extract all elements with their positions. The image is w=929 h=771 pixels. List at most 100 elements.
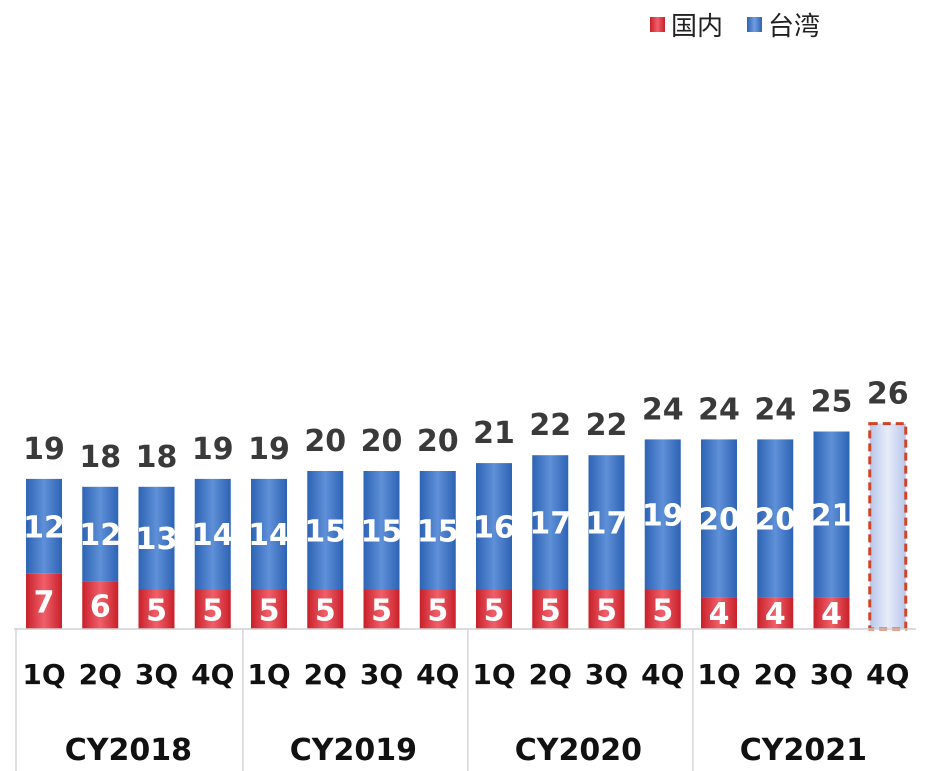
data-label-taiwan: 15	[417, 514, 459, 549]
data-label-domestic: 5	[146, 593, 167, 628]
bar-domestic	[251, 589, 287, 629]
bar-taiwan	[813, 431, 850, 598]
data-label-domestic: 5	[652, 593, 673, 628]
x-tick-label: 1Q	[472, 658, 515, 691]
x-tick-label: 1Q	[697, 658, 740, 691]
data-label-domestic: 5	[371, 593, 392, 628]
data-label-taiwan: 20	[754, 502, 796, 537]
data-label-taiwan: 16	[473, 510, 515, 545]
x-tick-label: 4Q	[416, 658, 459, 691]
data-label-total: 20	[361, 424, 403, 459]
bar-domestic	[532, 589, 569, 629]
data-label-taiwan: 14	[248, 518, 290, 553]
data-label-taiwan: 13	[136, 522, 178, 557]
data-label-total: 20	[417, 424, 459, 459]
data-label-domestic: 4	[709, 597, 730, 632]
bar-taiwan	[644, 439, 681, 590]
legend-label-domestic: 国内	[671, 12, 724, 42]
bar-taiwan	[26, 478, 62, 574]
bar-domestic	[138, 589, 175, 629]
x-tick-label: 2Q	[529, 658, 572, 691]
group-label: CY2021	[740, 733, 867, 768]
data-label-total: 20	[304, 424, 346, 459]
group-label: CY2020	[515, 733, 642, 768]
data-label-domestic: 5	[427, 593, 448, 628]
data-label-total: 22	[529, 408, 571, 443]
bar-taiwan	[138, 486, 175, 590]
legend-swatch-taiwan	[747, 17, 763, 32]
x-tick-label: 2Q	[79, 658, 122, 691]
data-label-total: 26	[867, 377, 909, 412]
data-label-taiwan: 20	[698, 502, 740, 537]
data-label-total: 24	[642, 392, 684, 427]
bar-taiwan	[419, 471, 456, 590]
data-label-taiwan: 19	[642, 498, 684, 533]
legend-label-taiwan: 台湾	[768, 12, 821, 42]
bar-domestic	[194, 589, 231, 629]
bar-forecast	[868, 422, 908, 631]
data-label-total: 18	[79, 440, 121, 475]
data-label-total: 19	[23, 432, 65, 467]
data-label-taiwan: 12	[23, 510, 65, 545]
group-label: CY2019	[290, 733, 417, 768]
x-tick-label: 1Q	[22, 658, 65, 691]
legend-item-domestic: 国内	[650, 6, 723, 43]
bar-domestic	[701, 597, 737, 629]
x-tick-label: 1Q	[247, 658, 290, 691]
x-tick-label: 2Q	[304, 658, 347, 691]
bar-domestic	[363, 589, 400, 629]
legend-item-taiwan: 台湾	[747, 6, 820, 43]
bar-domestic	[813, 597, 850, 629]
legend-swatch-domestic	[650, 17, 665, 32]
data-label-total: 25	[811, 385, 853, 420]
bar-taiwan	[363, 471, 400, 590]
data-label-total: 24	[754, 392, 796, 427]
bar-domestic	[588, 589, 625, 629]
data-label-domestic: 5	[540, 593, 561, 628]
bar-taiwan	[701, 439, 737, 598]
bar-domestic	[82, 581, 119, 629]
data-label-total: 21	[473, 416, 515, 451]
x-tick-label: 3Q	[585, 658, 628, 691]
bar-taiwan	[476, 463, 512, 590]
bar-domestic	[476, 589, 512, 629]
data-label-taiwan: 21	[811, 498, 853, 533]
data-label-taiwan: 14	[192, 518, 234, 553]
bar-taiwan	[532, 455, 569, 590]
data-label-total: 19	[248, 432, 290, 467]
x-tick-label: 4Q	[641, 658, 684, 691]
bar-domestic	[307, 589, 344, 629]
bar-taiwan	[194, 478, 231, 590]
bar-taiwan	[307, 471, 344, 590]
bar-taiwan	[251, 478, 287, 590]
data-label-domestic: 4	[821, 597, 842, 632]
x-tick-label: 2Q	[754, 658, 797, 691]
bar-domestic	[26, 573, 62, 629]
data-label-total: 22	[586, 408, 628, 443]
data-label-domestic: 5	[484, 593, 505, 628]
data-label-taiwan: 17	[529, 506, 571, 541]
bar-taiwan	[757, 439, 794, 598]
x-tick-label: 3Q	[360, 658, 403, 691]
bar-domestic	[757, 597, 794, 629]
data-label-total: 19	[192, 432, 234, 467]
bar-domestic	[419, 589, 456, 629]
data-label-domestic: 5	[596, 593, 617, 628]
data-label-domestic: 6	[90, 589, 111, 624]
data-label-total: 18	[136, 440, 178, 475]
data-label-taiwan: 17	[586, 506, 628, 541]
x-tick-label: 3Q	[135, 658, 178, 691]
data-label-domestic: 5	[259, 593, 280, 628]
bar-taiwan	[588, 455, 625, 590]
data-label-taiwan: 12	[79, 518, 121, 553]
data-label-domestic: 4	[765, 597, 786, 632]
legend: 国内 台湾	[650, 6, 844, 43]
bar-taiwan	[82, 486, 119, 582]
x-tick-label: 3Q	[810, 658, 853, 691]
data-label-domestic: 7	[34, 585, 55, 620]
group-label: CY2018	[65, 733, 192, 768]
data-label-total: 24	[698, 392, 740, 427]
data-label-taiwan: 15	[304, 514, 346, 549]
data-label-domestic: 5	[202, 593, 223, 628]
